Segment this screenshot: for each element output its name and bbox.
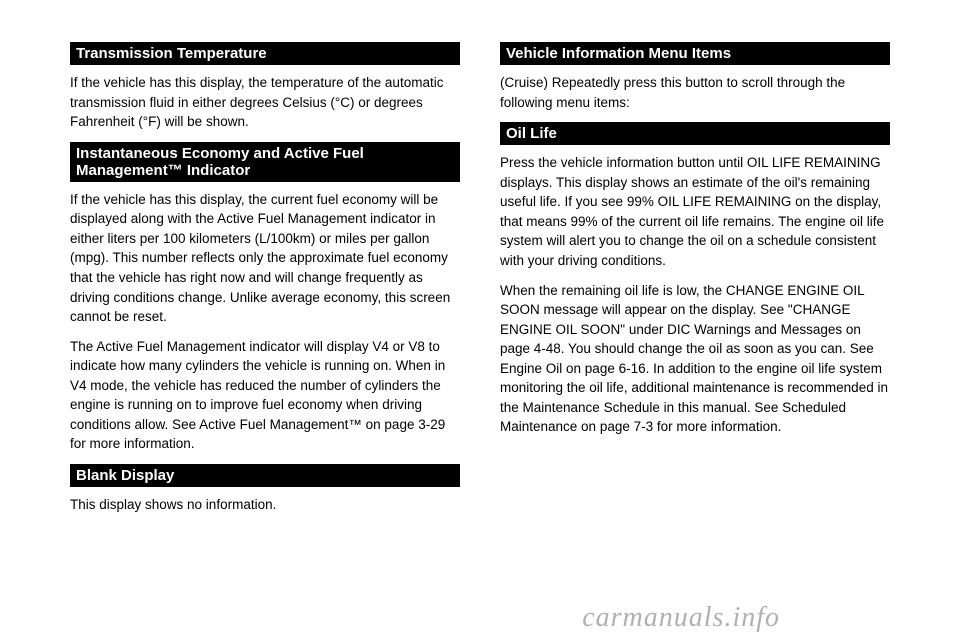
body-paragraph: The Active Fuel Management indicator wil… bbox=[70, 337, 460, 454]
page-content: Transmission Temperature If the vehicle … bbox=[0, 0, 960, 545]
left-column: Transmission Temperature If the vehicle … bbox=[70, 40, 460, 525]
right-column: Vehicle Information Menu Items (Cruise) … bbox=[500, 40, 890, 525]
body-paragraph: If the vehicle has this display, the tem… bbox=[70, 73, 460, 132]
body-paragraph: If the vehicle has this display, the cur… bbox=[70, 190, 460, 327]
body-paragraph: When the remaining oil life is low, the … bbox=[500, 281, 890, 438]
section-heading-oil-life: Oil Life bbox=[500, 122, 890, 145]
section-heading-blank-display: Blank Display bbox=[70, 464, 460, 487]
section-heading-instant-economy: Instantaneous Economy and Active Fuel Ma… bbox=[70, 142, 460, 182]
body-paragraph: Press the vehicle information button unt… bbox=[500, 153, 890, 270]
body-paragraph: (Cruise) Repeatedly press this button to… bbox=[500, 73, 890, 112]
watermark-text: carmanuals.info bbox=[582, 602, 780, 634]
section-heading-vehicle-info-menu: Vehicle Information Menu Items bbox=[500, 42, 890, 65]
body-paragraph: This display shows no information. bbox=[70, 495, 460, 515]
section-heading-transmission-temp: Transmission Temperature bbox=[70, 42, 460, 65]
